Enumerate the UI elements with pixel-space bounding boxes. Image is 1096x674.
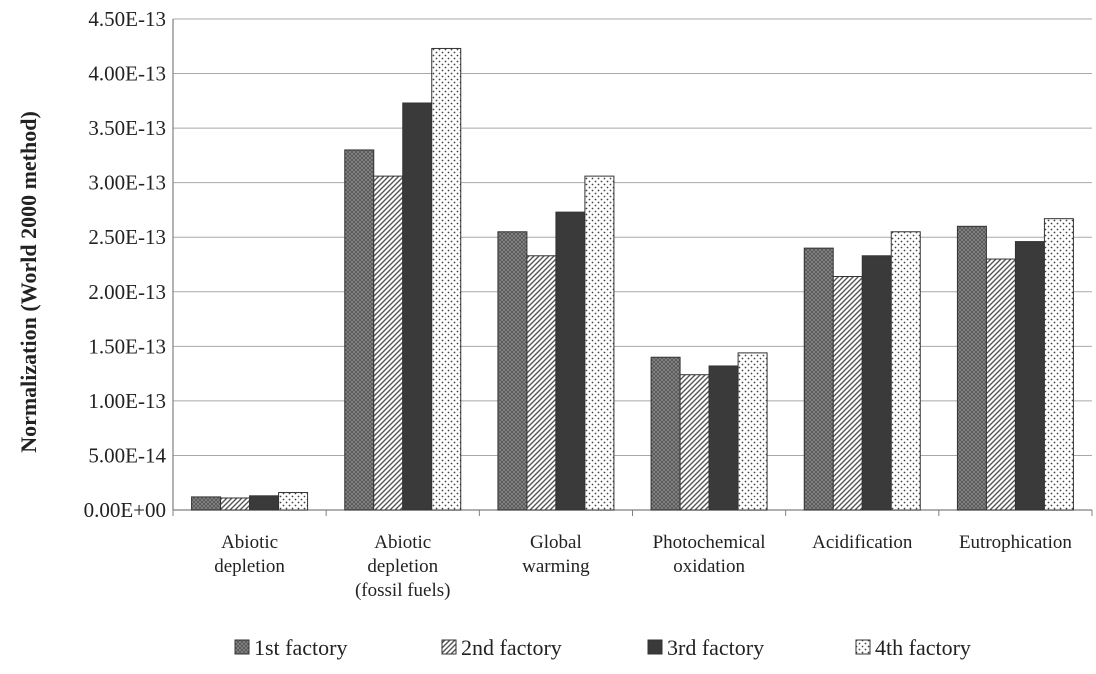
x-category-label: Abiotic depletion (fossil fuels) [355, 532, 451, 601]
bar [1014, 241, 1045, 511]
bar [737, 352, 768, 511]
bar [373, 175, 404, 511]
y-tick-label: 0.00E+00 [84, 498, 166, 522]
y-tick-label: 2.00E-13 [88, 280, 166, 304]
y-tick-label: 1.00E-13 [88, 389, 166, 413]
y-tick-label: 4.00E-13 [88, 62, 166, 86]
bar [402, 102, 433, 511]
bar [497, 231, 528, 511]
legend-swatch [855, 639, 871, 655]
legend-swatch [441, 639, 457, 655]
bar [679, 374, 710, 511]
bar [832, 276, 863, 511]
legend-label: 2nd factory [461, 635, 562, 660]
y-tick-label: 4.50E-13 [88, 7, 166, 31]
x-category-label: Acidification [812, 532, 913, 553]
bar [956, 225, 987, 511]
legend-label: 1st factory [254, 635, 347, 660]
bar [861, 255, 892, 511]
bar [431, 47, 462, 511]
bars [191, 47, 1074, 511]
x-category-label: Global warming [522, 532, 590, 577]
bar [191, 496, 222, 511]
x-category-labels: Abiotic depletion Abiotic depletion (fossil … [214, 532, 1072, 601]
legend-swatch [234, 639, 250, 655]
bar [344, 149, 375, 511]
x-category-label: Abiotic depletion [214, 532, 285, 577]
bar [890, 231, 921, 511]
y-tick-label: 1.50E-13 [88, 334, 166, 358]
y-tick-labels: 0.00E+00 5.00E-14 1.00E-13 1.50E-13 2.00E-13… [84, 7, 167, 522]
bar [650, 356, 681, 511]
legend-swatch [647, 639, 663, 655]
y-tick-label: 3.50E-13 [88, 116, 166, 140]
legend-label: 4th factory [875, 635, 971, 660]
bar [985, 258, 1016, 511]
bar [555, 211, 586, 511]
axes [172, 19, 1093, 516]
bar [708, 365, 739, 511]
x-category-label: Photochemical oxidation [653, 532, 766, 577]
legend-label: 3rd factory [667, 635, 764, 660]
bar [584, 175, 615, 511]
y-axis-label: Normalization (World 2000 method) [16, 111, 41, 453]
y-tick-label: 2.50E-13 [88, 225, 166, 249]
bar [278, 492, 309, 511]
bar [249, 495, 280, 511]
bar [1043, 218, 1074, 511]
legend: 1st factory 2nd factory 3rd factory 4th fac… [234, 635, 971, 660]
x-category-label: Eutrophication [959, 532, 1072, 553]
bar [526, 255, 557, 511]
bar [803, 247, 834, 511]
bar [220, 497, 251, 511]
y-tick-label: 5.00E-14 [88, 443, 166, 467]
gridlines [173, 18, 1092, 456]
y-tick-label: 3.00E-13 [88, 171, 166, 195]
